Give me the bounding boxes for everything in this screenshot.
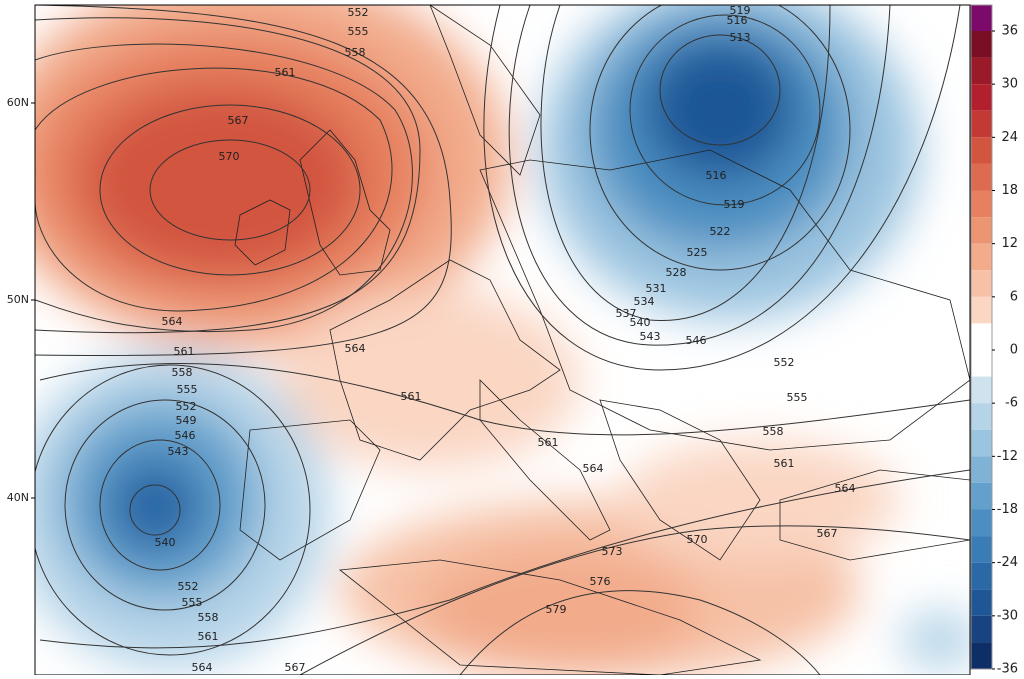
contour-label: 543 (640, 330, 661, 343)
contour-label: 519 (724, 198, 745, 211)
contour-label: 513 (730, 31, 751, 44)
colorbar-band (971, 217, 992, 244)
contour-label: 561 (774, 457, 795, 470)
colorbar-tick-label: 0 (1010, 343, 1018, 358)
contour-label: 555 (182, 596, 203, 609)
latitude-label: 50N (7, 293, 29, 306)
contour-label: 561 (198, 630, 219, 643)
colorbar-band (971, 350, 992, 377)
colorbar-band (971, 376, 992, 404)
contour-label: 567 (817, 527, 838, 540)
colorbar-band (971, 31, 992, 58)
contour-label: 549 (176, 414, 197, 427)
contour-label: 564 (583, 462, 604, 475)
contour-label: 528 (666, 266, 687, 279)
contour-label: 546 (175, 429, 196, 442)
contour-label: 561 (401, 390, 422, 403)
colorbar-band (971, 562, 992, 590)
colorbar-band (971, 163, 992, 191)
contour-label: 576 (590, 575, 611, 588)
colorbar-tick-label: -36 (997, 662, 1018, 676)
latitude-label: 40N (7, 491, 29, 504)
colorbar-top (971, 5, 992, 31)
colorbar-band (971, 589, 992, 616)
contour-label: 543 (168, 445, 189, 458)
contour-label: 579 (546, 603, 567, 616)
contour-label: 555 (348, 25, 369, 38)
contour-label: 555 (177, 383, 198, 396)
colorbar-tick-label: 36 (1001, 24, 1018, 39)
colorbar-tick-label: -12 (997, 449, 1018, 464)
contour-label: 564 (192, 661, 213, 674)
colorbar-band (971, 270, 992, 297)
colorbar-tick-label: 24 (1001, 130, 1018, 145)
contour-label: 552 (176, 400, 197, 413)
colorbar-frame (970, 4, 993, 670)
contour-label: 564 (345, 342, 366, 355)
contour-label: 552 (178, 580, 199, 593)
contour-label: 555 (787, 391, 808, 404)
contour-label: 558 (345, 46, 366, 59)
contour-label: 561 (174, 345, 195, 358)
contour-label: 564 (162, 315, 183, 328)
colorbar-band (971, 429, 992, 457)
contour-label: 567 (228, 114, 249, 127)
anomaly-shading (35, 5, 970, 675)
contour-label: 561 (275, 66, 296, 79)
contour-label: 570 (219, 150, 240, 163)
colorbar-band (971, 615, 992, 643)
contour-label: 516 (706, 169, 727, 182)
colorbar-tick-label: 12 (1001, 236, 1018, 251)
colorbar-band (971, 243, 992, 271)
map-field (35, 5, 970, 675)
contour-label: 558 (198, 611, 219, 624)
height-contours (35, 5, 970, 675)
contour-label: 570 (687, 533, 708, 546)
colorbar-band (971, 509, 992, 537)
latitude-label: 60N (7, 96, 29, 109)
colorbar-band (971, 536, 992, 563)
contour-label: 519 (730, 4, 751, 17)
contour-label: 546 (686, 334, 707, 347)
colorbar-band (971, 323, 992, 350)
contour-label: 552 (348, 6, 369, 19)
contour-label: 537 (616, 307, 637, 320)
colorbar-tick-label: -24 (997, 555, 1018, 570)
contour-label: 516 (727, 14, 748, 27)
colorbar-tick-label: -18 (997, 502, 1018, 517)
colorbar-band (971, 137, 992, 164)
colorbar-band (971, 642, 992, 669)
colorbar-band (971, 110, 992, 138)
contour-label: 531 (646, 282, 667, 295)
colorbar-tick-label: 30 (1001, 77, 1018, 92)
colorbar-band (971, 84, 992, 111)
contour-label: 564 (835, 482, 856, 495)
contour-label: 561 (538, 436, 559, 449)
colorbar-band (971, 403, 992, 430)
contour-label: 573 (602, 545, 623, 558)
contour-label: 558 (172, 366, 193, 379)
contour-label: 567 (285, 661, 306, 674)
contour-label: 540 (155, 536, 176, 549)
colorbar-band (971, 456, 992, 483)
colorbar-tick-label: -6 (1005, 396, 1018, 411)
contour-label: 522 (710, 225, 731, 238)
contour-label: 534 (634, 295, 655, 308)
colorbar-tick-label: -30 (997, 608, 1018, 623)
colorbar-band (971, 296, 992, 324)
colorbar-tick-label: 18 (1001, 183, 1018, 198)
contour-label: 558 (763, 425, 784, 438)
colorbar-band (971, 190, 992, 218)
colorbar-tick-label: 6 (1010, 289, 1018, 304)
colorbar-band (971, 482, 992, 510)
contour-label: 552 (774, 356, 795, 369)
contour-label: 525 (687, 246, 708, 259)
colorbar-band (971, 57, 992, 85)
contour-label: 540 (630, 316, 651, 329)
coastlines (234, 5, 970, 675)
